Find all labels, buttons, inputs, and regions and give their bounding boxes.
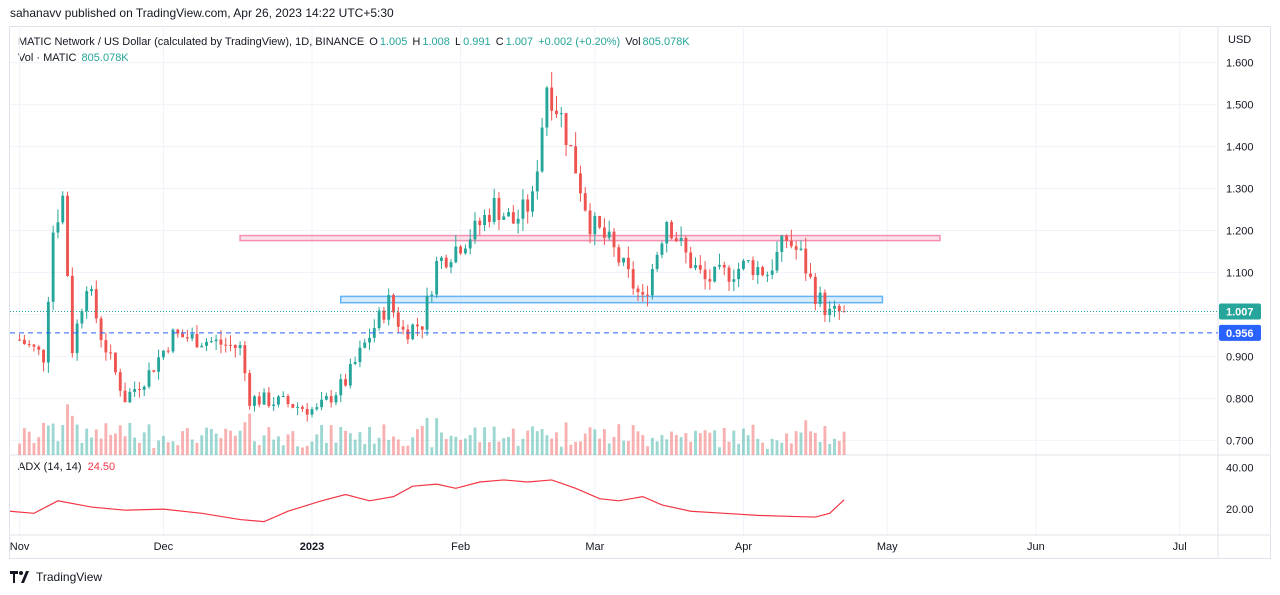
footer-brand: TradingView <box>36 570 103 584</box>
currency-label[interactable]: USD <box>1228 34 1252 46</box>
open-label: O <box>369 36 378 48</box>
legend-row-volume: Vol · MATIC 805.078K <box>18 50 692 66</box>
open-value: 1.005 <box>379 36 408 48</box>
adx-legend: ADX (14, 14) 24.50 <box>18 461 115 473</box>
tradingview-footer[interactable]: TradingView <box>10 570 102 584</box>
close-label: C <box>495 36 504 48</box>
publisher-line: sahanavv published on TradingView.com, A… <box>10 6 394 20</box>
close-value: 1.007 <box>505 36 534 48</box>
low-value: 0.991 <box>463 36 491 48</box>
volume-value: 805.078K <box>642 36 690 48</box>
legend-row-main: MATIC Network / US Dollar (calculated by… <box>18 34 692 50</box>
low-label: L <box>454 36 462 48</box>
symbol-description[interactable]: MATIC Network / US Dollar (calculated by… <box>18 36 365 48</box>
volume-series-value: 805.078K <box>81 52 129 64</box>
high-value: 1.008 <box>422 36 450 48</box>
volume-series-label[interactable]: Vol · MATIC <box>18 52 77 64</box>
adx-label[interactable]: ADX (14, 14) <box>18 461 82 473</box>
volume-label: Vol <box>625 36 641 48</box>
chart-frame <box>9 26 1271 559</box>
change-value: +0.002 (+0.20%) <box>538 36 621 48</box>
high-label: H <box>412 36 421 48</box>
adx-value: 24.50 <box>87 461 116 473</box>
tradingview-logo-icon <box>10 571 29 583</box>
chart-legend: MATIC Network / US Dollar (calculated by… <box>18 34 692 66</box>
